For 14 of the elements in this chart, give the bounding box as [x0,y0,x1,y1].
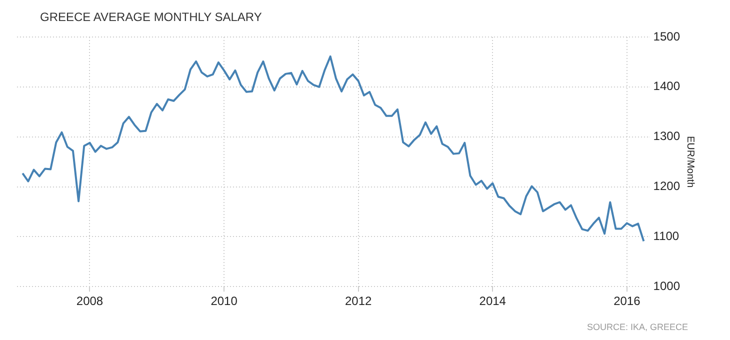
x-tick-label: 2010 [210,294,238,308]
x-tick-label: 2008 [76,294,104,308]
y-tick-label: 1400 [653,79,680,94]
source-note: SOURCE: IKA, GREECE [586,322,688,332]
y-tick-label: 1200 [653,179,680,194]
y-tick-label: 1000 [653,278,680,293]
y-tick-label: 1300 [653,129,680,144]
y-axis-title: EUR/Month [684,136,696,188]
x-tick-label: 2012 [344,294,372,308]
y-tick-label: 1500 [653,29,680,44]
chart-title: GREECE AVERAGE MONTHLY SALARY [40,10,262,24]
x-tick-label: 2014 [479,294,506,308]
x-tick-label: 2016 [614,294,641,308]
y-tick-label: 1100 [653,228,680,243]
